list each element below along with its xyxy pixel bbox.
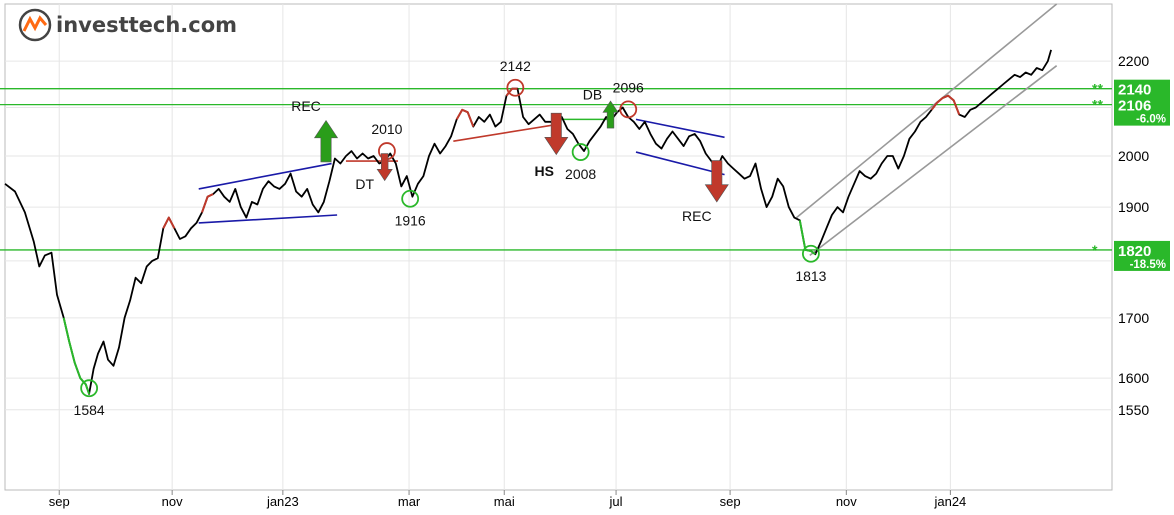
signal-arrow-up-icon [313,119,339,163]
signal-arrow-down-icon [544,112,569,156]
level-label: ** 2106-6.0% [1092,95,1170,126]
signal-label: REC [291,98,321,114]
x-tick-label: nov [162,494,183,509]
grid [4,3,1113,491]
price-line-highlight [798,220,816,256]
turning-point-label: 2096 [613,79,644,95]
y-tick-label: 1900 [1118,199,1149,215]
price-series [4,49,1052,395]
x-tick-label: jan24 [933,494,966,509]
level-marker: ** [1092,81,1103,97]
x-tick-label: nov [836,494,857,509]
level-labels: **2140-4.2%**2106-6.0%*1820-18.5% [1092,79,1170,271]
level-marker: * [1092,242,1098,258]
signal-label: REC [682,208,712,224]
price-line-highlight [930,94,961,115]
signal-label: DB [583,87,602,103]
x-tick-label: jan23 [266,494,299,509]
logo[interactable]: investtech.com [18,8,237,42]
trend-line [198,162,332,190]
trend-line [809,65,1058,257]
price-line-highlight [162,216,176,229]
turning-point-marker [571,143,590,161]
y-tick-label: 1600 [1118,370,1149,386]
y-tick-label: 2200 [1118,53,1149,69]
signal-arrows: REC DT HS DB REC [291,87,729,224]
signal-arrow-down-icon [376,153,393,182]
turning-point-label: 2142 [500,58,531,74]
signal-label: HS [535,163,554,179]
y-tick-label: 1700 [1118,310,1149,326]
signal-arrow-up-icon [602,100,619,129]
trend-line [453,123,559,143]
trend-line [635,151,725,176]
price-line-highlight [62,317,91,395]
trend-line [635,118,725,139]
price-line-highlight [201,193,214,213]
x-tick-label: sep [49,494,70,509]
logo-icon [18,8,52,42]
turning-point-marker [506,78,525,97]
trend-line [795,3,1058,219]
logo-icon-zigzag [22,15,48,32]
level-badge [1114,240,1170,271]
turning-point-label: 2008 [565,166,596,182]
price-line [4,49,1052,395]
turning-point-label: 1813 [795,268,826,284]
turning-point-label: 1584 [74,402,105,418]
x-tick-label: jul [609,494,623,509]
x-tick-label: mai [494,494,515,509]
turning-point-label: 2010 [371,121,402,137]
turning-point-label: 1916 [395,213,426,229]
x-tick-label: mar [398,494,421,509]
x-tick-label: sep [720,494,741,509]
logo-text: investtech.com [56,13,237,37]
price-line-highlight [455,108,475,127]
turning-point-marker [80,379,99,398]
trend-line [198,214,338,224]
price-line-highlight [505,87,518,97]
y-tick-label: 1550 [1118,402,1149,418]
turning-point-marker [801,244,820,263]
level-label: * 1820-18.5% [1092,240,1170,271]
turning-points: 1584 2010 1916 2142 2008 2096 1813 [74,58,827,418]
turning-point-marker [401,189,420,208]
level-value: 2106 [1118,98,1151,115]
turning-point-marker [619,100,638,119]
y-tick-label: 2000 [1118,148,1149,164]
signal-label: DT [355,176,374,192]
level-marker: ** [1092,97,1103,113]
plot-frame [4,3,1113,491]
support-resistance-levels [0,88,1112,251]
level-badge [1114,95,1170,126]
level-value: 1820 [1118,243,1151,260]
trend-lines [198,3,1058,257]
level-value: 2140 [1118,82,1151,99]
signal-arrow-down-icon [704,160,729,203]
level-pct: -18.5% [1130,259,1166,271]
x-axis: sep nov jan23 mar mai jul sep nov jan24 [49,490,966,509]
level-pct: -6.0% [1136,114,1166,126]
